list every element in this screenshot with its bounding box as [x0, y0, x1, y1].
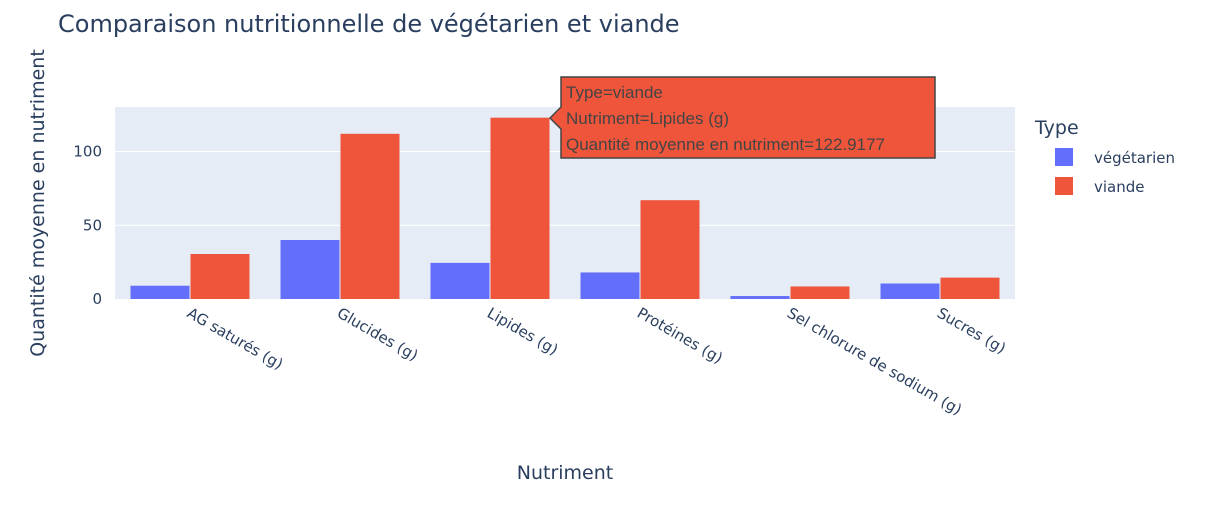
x-tick-label: AG saturés (g): [184, 304, 286, 373]
y-tick-label: 50: [83, 216, 102, 234]
bar-viande[interactable]: [340, 133, 400, 299]
x-axis-ticks: AG saturés (g) Glucides (g) Lipides (g) Pro…: [184, 304, 1009, 419]
legend: Type végétarien viande: [1034, 117, 1175, 196]
chart-title: Comparaison nutritionnelle de végétarien…: [58, 10, 680, 38]
legend-label-vegetarien[interactable]: végétarien: [1094, 149, 1175, 167]
legend-swatch-vegetarien[interactable]: [1055, 148, 1073, 166]
y-tick-label: 0: [92, 290, 102, 308]
bars[interactable]: [130, 117, 1000, 299]
hover-tooltip: Type=viande Nutriment=Lipides (g) Quanti…: [548, 76, 936, 159]
bar-vegetarien[interactable]: [130, 285, 190, 299]
x-tick-label: Glucides (g): [334, 304, 421, 365]
x-tick-label: Protéines (g): [634, 304, 726, 367]
bar-viande[interactable]: [940, 277, 1000, 299]
x-tick-label: Lipides (g): [484, 304, 561, 359]
y-tick-label: 100: [73, 143, 102, 161]
bar-vegetarien[interactable]: [430, 262, 490, 299]
bar-viande[interactable]: [190, 254, 250, 299]
x-tick-label: Sucres (g): [934, 304, 1009, 358]
y-axis-ticks: 0 50 100: [73, 143, 102, 309]
bar-viande[interactable]: [790, 286, 850, 299]
bar-vegetarien[interactable]: [880, 283, 940, 299]
bar-vegetarien[interactable]: [580, 272, 640, 299]
bar-vegetarien[interactable]: [280, 240, 340, 299]
y-axis-title: Quantité moyenne en nutriment: [27, 49, 49, 357]
bar-viande[interactable]: [490, 117, 550, 299]
hover-line-type: Type=viande: [566, 83, 663, 102]
hover-tooltip-box: [548, 76, 936, 159]
legend-swatch-viande[interactable]: [1055, 177, 1073, 195]
bar-vegetarien[interactable]: [730, 296, 790, 299]
hover-line-nutriment: Nutriment=Lipides (g): [566, 109, 729, 128]
legend-title: Type: [1034, 117, 1079, 139]
legend-label-viande[interactable]: viande: [1094, 178, 1145, 196]
x-axis-title: Nutriment: [517, 462, 613, 484]
bar-viande[interactable]: [640, 200, 700, 299]
hover-line-quantite: Quantité moyenne en nutriment=122.9177: [566, 135, 885, 154]
